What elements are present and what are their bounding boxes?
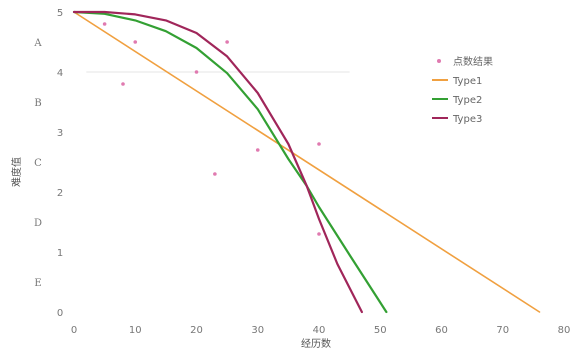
band-label: D	[34, 218, 42, 229]
scatter-point	[133, 40, 138, 44]
x-tick-label: 50	[374, 325, 387, 336]
x-tick-label: 0	[71, 325, 77, 336]
x-tick-label: 70	[496, 325, 509, 336]
series-line-type3	[72, 10, 363, 314]
y-tick-label: 3	[57, 128, 63, 139]
x-tick-label: 60	[435, 325, 448, 336]
band-label: E	[34, 278, 41, 289]
y-tick-label: 5	[57, 8, 63, 19]
scatter-point	[213, 172, 217, 176]
scatter-point	[255, 148, 260, 152]
series-line-type2	[72, 10, 388, 314]
y-tick-label: 1	[57, 248, 63, 259]
scatter-point	[102, 22, 107, 26]
y-tick-label: 0	[57, 308, 63, 319]
scatter-point	[194, 70, 199, 74]
scatter-point	[121, 82, 125, 86]
x-tick-label: 20	[190, 325, 203, 336]
legend-label: Type2	[452, 95, 482, 106]
series-line-type1	[73, 11, 541, 313]
y-axis-title: 难度值	[10, 157, 23, 187]
x-tick-label: 80	[558, 325, 571, 336]
y-tick-label: 2	[57, 188, 63, 199]
y-tick-label: 4	[57, 68, 63, 79]
x-axis-title: 经历数	[301, 337, 331, 350]
band-label: C	[34, 158, 42, 169]
legend-label: Type1	[452, 76, 482, 87]
band-label: B	[34, 98, 41, 109]
legend-label: Type3	[452, 114, 482, 125]
legend-label: 点数结果	[453, 55, 493, 68]
x-tick-label: 30	[251, 325, 264, 336]
legend-marker	[437, 59, 441, 63]
x-tick-label: 10	[129, 325, 142, 336]
scatter-point	[317, 142, 321, 146]
band-label: A	[33, 38, 42, 49]
scatter-point	[317, 232, 321, 236]
scatter-point	[225, 40, 229, 44]
x-tick-label: 40	[313, 325, 326, 336]
